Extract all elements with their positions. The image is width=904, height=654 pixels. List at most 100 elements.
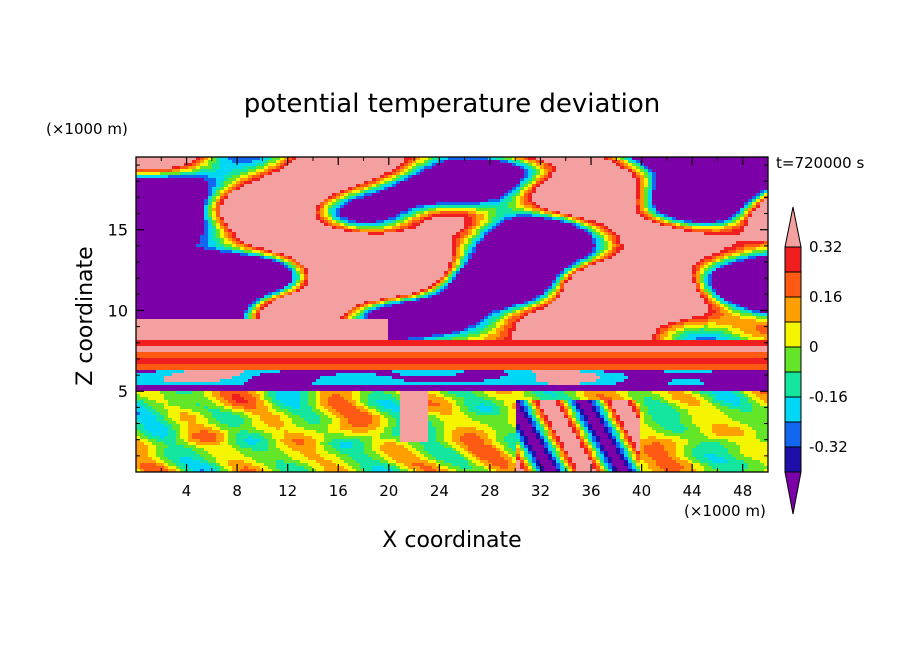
field-cell: [524, 301, 529, 305]
field-cell: [540, 442, 545, 446]
field-cell: [344, 190, 349, 194]
field-cell: [616, 409, 633, 413]
field-cell: [308, 391, 317, 395]
field-cell: [612, 460, 625, 464]
field-cell: [592, 466, 597, 470]
field-cell: [656, 205, 745, 209]
field-cell: [692, 229, 713, 233]
field-cell: [712, 307, 721, 311]
field-cell: [652, 175, 657, 179]
field-cell: [636, 409, 641, 413]
field-cell: [700, 223, 713, 227]
field-cell: [360, 466, 373, 470]
field-cell: [668, 400, 681, 404]
field-cell: [408, 178, 521, 182]
field-cell: [524, 169, 529, 173]
field-cell: [680, 457, 689, 461]
field-cell: [408, 217, 413, 221]
field-cell: [380, 409, 393, 413]
field-cell: [620, 157, 625, 161]
field-cell: [528, 454, 533, 458]
field-cell: [648, 184, 653, 188]
field-cell: [532, 370, 581, 374]
field-cell: [220, 250, 233, 254]
field-cell: [328, 217, 333, 221]
field-cell: [556, 217, 565, 221]
field-cell: [516, 424, 521, 428]
field-cell: [532, 406, 537, 410]
field-cell: [476, 328, 485, 332]
field-cell: [628, 451, 633, 455]
field-cell: [532, 172, 537, 176]
field-cell: [636, 463, 649, 467]
field-cell: [432, 424, 445, 428]
field-cell: [460, 331, 469, 335]
field-cell: [140, 436, 149, 440]
field-cell: [608, 235, 613, 239]
field-cell: [640, 199, 645, 203]
field-cell: [604, 418, 609, 422]
field-cell: [636, 460, 641, 464]
field-cell: [400, 433, 429, 437]
field-cell: [256, 313, 261, 317]
field-cell: [552, 430, 557, 434]
field-cell: [732, 454, 745, 458]
field-cell: [332, 214, 337, 218]
field-cell: [204, 232, 209, 236]
field-cell: [168, 457, 181, 461]
field-cell: [320, 409, 329, 413]
field-cell: [692, 415, 729, 419]
field-cell: [164, 403, 169, 407]
field-cell: [300, 394, 309, 398]
field-cell: [136, 280, 293, 284]
field-cell: [544, 160, 613, 164]
field-cell: [244, 370, 281, 374]
field-cell: [412, 214, 417, 218]
field-cell: [532, 460, 537, 464]
field-cell: [284, 265, 289, 269]
field-cell: [136, 391, 161, 395]
field-cell: [640, 169, 645, 173]
field-cell: [276, 295, 281, 299]
field-cell: [520, 457, 525, 461]
field-cell: [268, 256, 273, 260]
field-cell: [212, 211, 217, 215]
field-cell: [400, 430, 429, 434]
field-cell: [188, 436, 193, 440]
field-cell: [576, 400, 589, 404]
field-cell: [544, 289, 549, 293]
field-cell: [556, 169, 629, 173]
field-cell: [404, 157, 413, 161]
field-cell: [480, 238, 485, 242]
field-cell: [136, 184, 209, 188]
field-cell: [696, 469, 705, 472]
field-cell: [708, 310, 717, 314]
field-cell: [380, 304, 385, 308]
field-cell: [320, 208, 325, 212]
field-cell: [384, 226, 393, 230]
field-cell: [516, 322, 669, 326]
field-cell: [564, 271, 569, 275]
field-cell: [624, 373, 768, 377]
field-cell: [548, 448, 553, 452]
field-cell: [568, 265, 573, 269]
field-cell: [748, 202, 753, 206]
field-cell: [256, 166, 265, 170]
field-cell: [416, 226, 465, 230]
field-cell: [580, 382, 617, 386]
field-cell: [260, 256, 265, 260]
field-cell: [296, 280, 301, 284]
field-cell: [616, 250, 621, 254]
field-cell: [256, 406, 269, 410]
field-cell: [432, 157, 441, 161]
field-cell: [168, 400, 213, 404]
field-cell: [532, 304, 537, 308]
field-cell: [316, 460, 333, 464]
field-cell: [388, 463, 397, 467]
field-cell: [152, 442, 165, 446]
field-cell: [708, 304, 713, 308]
field-cell: [476, 463, 485, 467]
field-cell: [540, 214, 549, 218]
field-cell: [608, 430, 613, 434]
field-cell: [592, 454, 597, 458]
